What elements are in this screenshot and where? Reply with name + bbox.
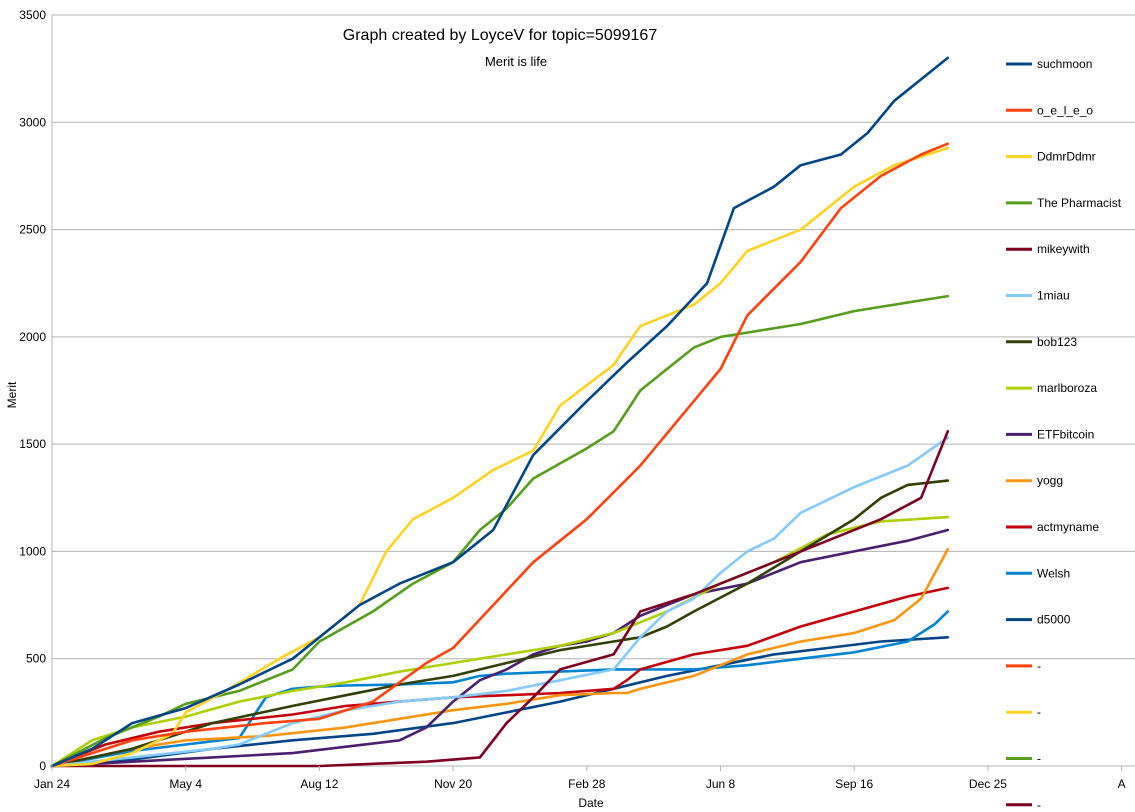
series-line-yogg [50,547,950,768]
legend-label: d5000 [1037,613,1071,627]
x-tick-label: A [1118,777,1126,791]
legend-label: 1miau [1037,289,1070,303]
legend-label: Welsh [1037,566,1070,580]
x-axis-label: Date [578,796,604,810]
series-line-bob123 [50,479,950,768]
legend-label: suchmoon [1037,57,1092,71]
y-tick-label: 2500 [19,223,46,237]
x-tick-label: Dec 25 [969,777,1007,791]
series-line-1miau [50,436,950,768]
legend-label: ETFbitcoin [1037,427,1094,441]
y-tick-label: 3500 [19,8,46,22]
series-line-the-pharmacist [50,294,950,768]
series-line-marlboroza [50,515,950,768]
x-tick-labels: Jan 24 May 4 Aug 12 Nov 20 Feb 28 Jun 8 Sep 16… [34,777,1126,791]
y-tick-label: 2000 [19,330,46,344]
y-tick-labels: 0 500 1000 1500 2000 2500 3000 3500 [19,8,46,773]
legend-label: DdmrDdmr [1037,150,1096,164]
x-tick-label: Jun 8 [706,777,736,791]
x-tick-label: Nov 20 [434,777,472,791]
y-tick-label: 500 [26,652,46,666]
chart-subtitle: Merit is life [485,54,547,69]
legend-label: - [1037,705,1041,719]
legend-label: - [1037,798,1041,812]
x-tick-label: Aug 12 [300,777,338,791]
series-line-o-e-l-e-o [50,142,950,768]
legend-label: yogg [1037,474,1063,488]
y-tick-label: 1500 [19,437,46,451]
legend-label: The Pharmacist [1037,196,1122,210]
y-tick-label: 3000 [19,115,46,129]
x-tick-label: Feb 28 [568,777,606,791]
series-line-d5000 [50,635,950,768]
x-tick-label: Sep 16 [835,777,873,791]
series-lines [50,56,950,768]
y-axis-label: Merit [5,381,19,408]
legend-label: bob123 [1037,335,1077,349]
legend: suchmoon o_e_l_e_o DdmrDdmr The Pharmacist m… [1006,57,1122,812]
series-line-ddmrddmr [50,146,950,768]
grid-lines [52,14,1135,767]
legend-label: o_e_l_e_o [1037,103,1093,117]
axes [51,15,1123,771]
y-tick-label: 0 [39,759,46,773]
legend-label: - [1037,659,1041,673]
legend-label: - [1037,752,1041,766]
legend-label: actmyname [1037,520,1099,534]
series-line-mikeywith [50,429,950,768]
legend-label: mikeywith [1037,242,1090,256]
legend-label: marlboroza [1037,381,1097,395]
series-line-etfbitcoin [50,528,950,768]
series-line-suchmoon [50,56,950,768]
y-tick-label: 1000 [19,544,46,558]
chart-title: Graph created by LoyceV for topic=509916… [343,27,658,44]
x-tick-label: May 4 [169,777,202,791]
x-tick-label: Jan 24 [34,777,70,791]
series-line-welsh [50,610,950,768]
